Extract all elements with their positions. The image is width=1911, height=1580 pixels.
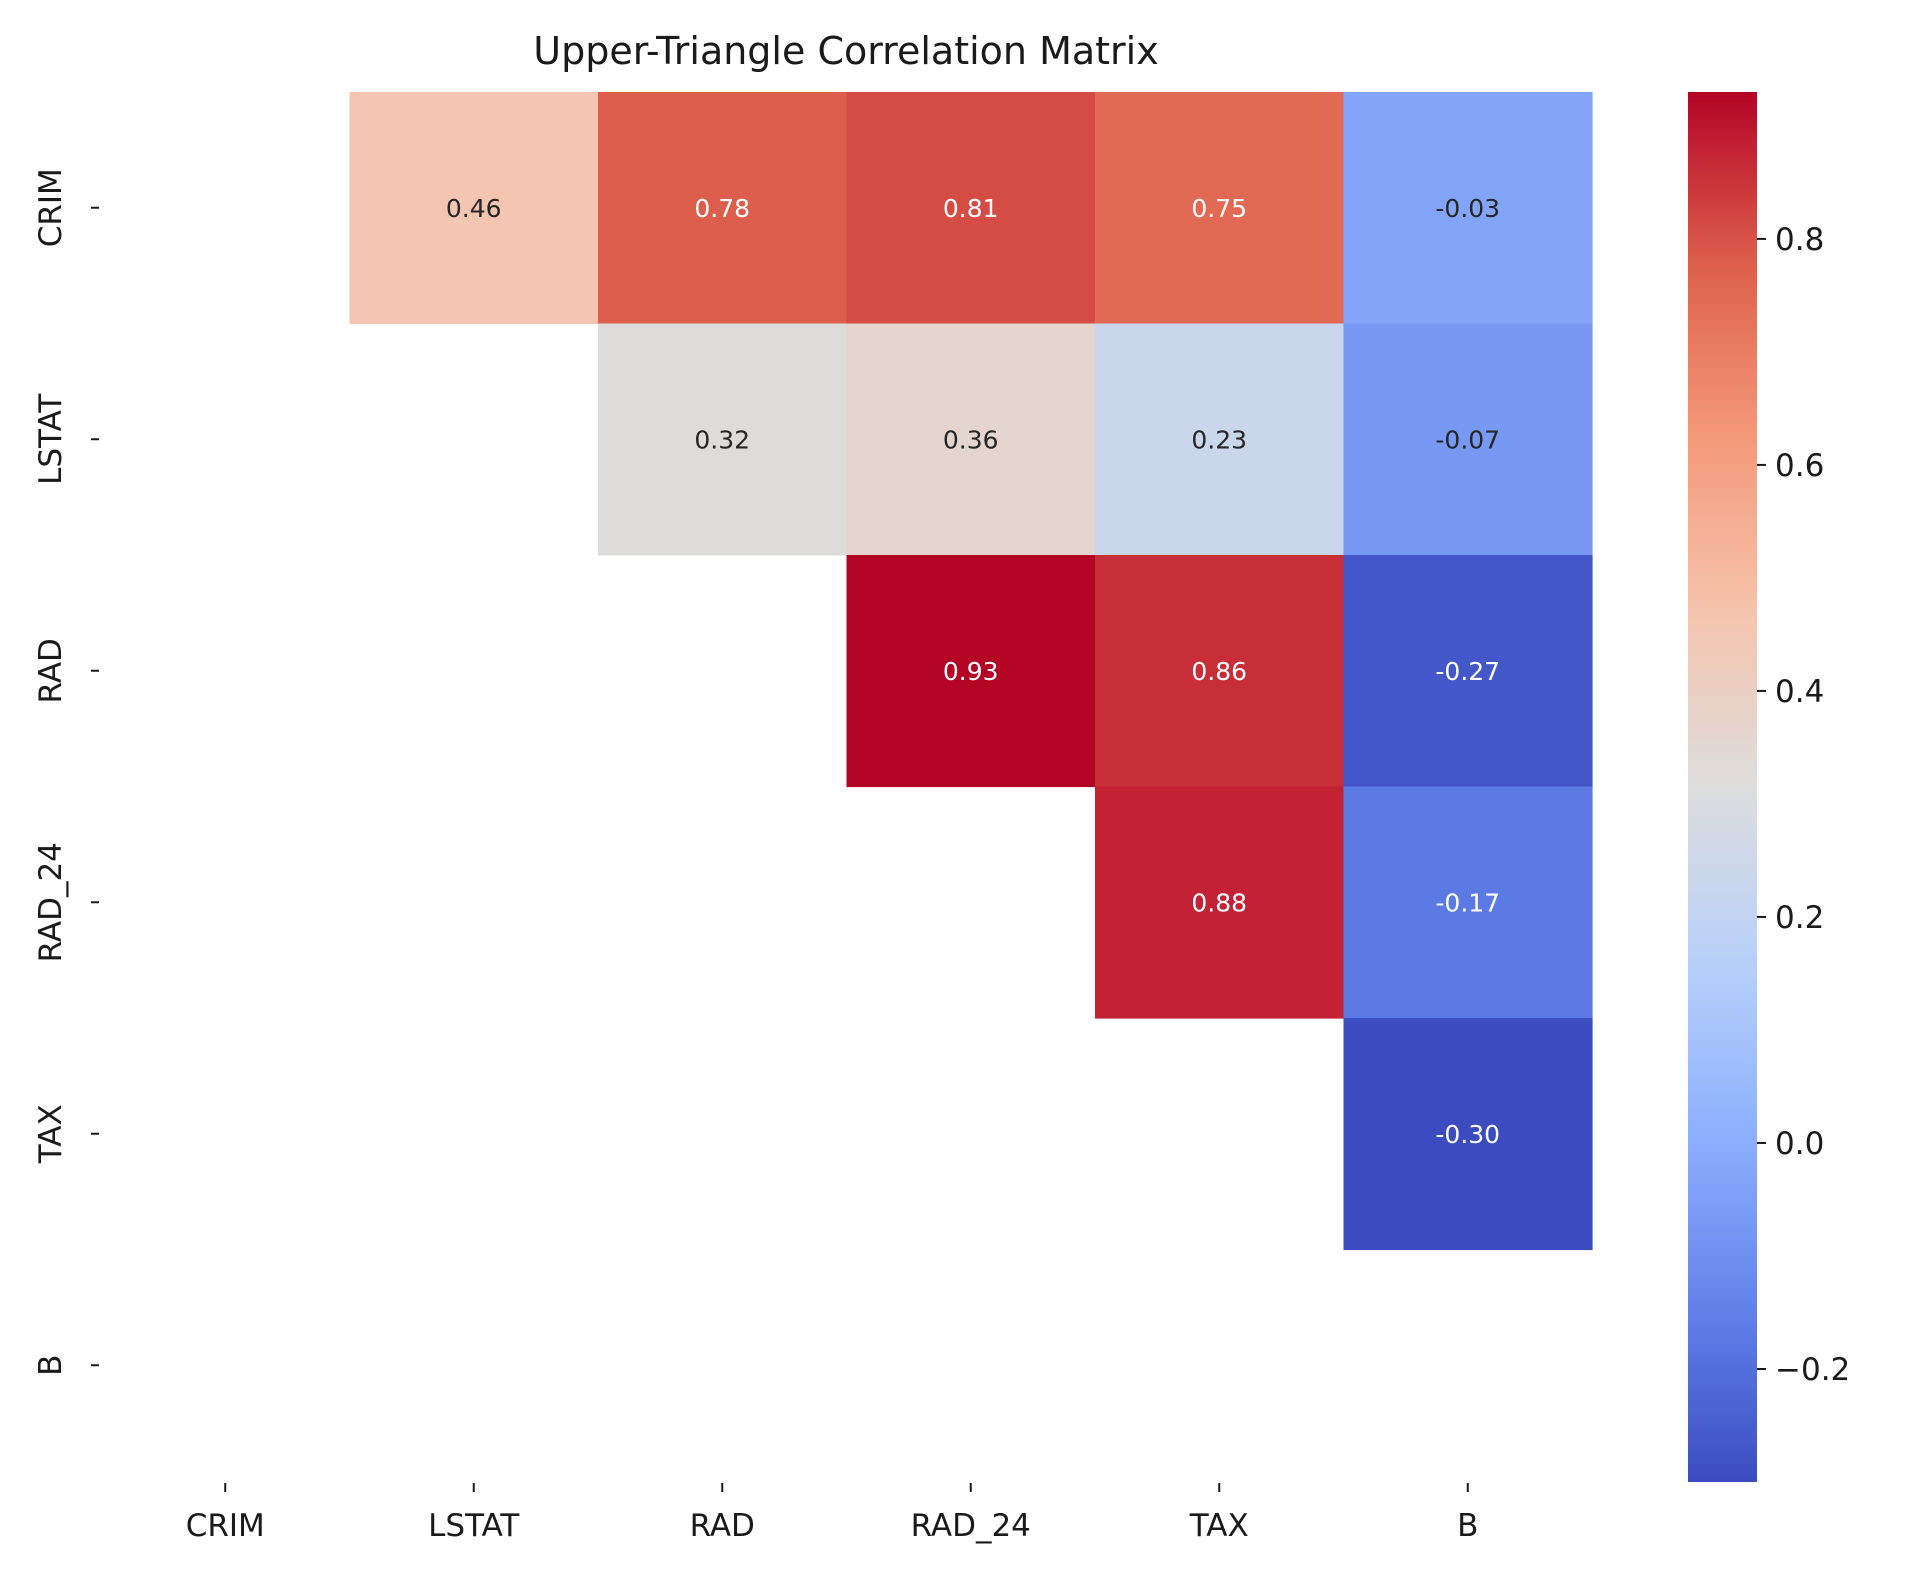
x-tick-label: CRIM — [186, 1508, 265, 1544]
colorbar-tick-label: 0.6 — [1775, 448, 1824, 484]
colorbar: −0.2 0.0 0.2 0.4 0.6 0.8 — [1688, 92, 1850, 1482]
x-tick-label: LSTAT — [428, 1508, 520, 1544]
heatmap-cell — [1343, 1018, 1593, 1251]
heatmap-cell — [349, 92, 599, 325]
heatmap-cells: 0.46 0.78 0.81 0.75 -0.03 0.32 0.36 0.23 -0.07 0.… — [349, 92, 1593, 1251]
cell-value-label: 0.81 — [943, 194, 999, 223]
cell-value-label: 0.78 — [694, 194, 750, 223]
cell-value-label: -0.30 — [1435, 1120, 1500, 1149]
y-tick-label: B — [33, 1355, 69, 1376]
cell-value-label: -0.27 — [1435, 657, 1500, 686]
x-tick-label: RAD — [690, 1508, 755, 1544]
cell-value-label: 0.32 — [694, 425, 750, 454]
cell-value-label: 0.88 — [1191, 888, 1247, 917]
x-axis: CRIM LSTAT RAD RAD_24 TAX B — [186, 1483, 1478, 1544]
heatmap-cell — [1343, 786, 1593, 1019]
heatmap-cell — [1095, 92, 1345, 325]
y-axis: CRIM LSTAT RAD RAD_24 TAX B — [33, 168, 99, 1376]
colorbar-gradient — [1688, 92, 1757, 1482]
heatmap-cell — [1095, 323, 1345, 556]
heatmap-cell — [846, 92, 1096, 325]
colorbar-tick-label: 0.0 — [1775, 1126, 1824, 1162]
colorbar-tick-label: −0.2 — [1775, 1352, 1850, 1388]
y-tick-label: CRIM — [33, 168, 69, 247]
cell-value-label: 0.93 — [943, 657, 999, 686]
heatmap-cell — [598, 92, 848, 325]
cell-value-label: 0.75 — [1191, 194, 1247, 223]
heatmap-cell — [1343, 92, 1593, 325]
x-tick-label: TAX — [1189, 1508, 1249, 1544]
cell-value-label: -0.17 — [1435, 888, 1500, 917]
colorbar-tick-label: 0.2 — [1775, 900, 1824, 936]
y-tick-label: LSTAT — [33, 393, 69, 485]
cell-value-label: 0.86 — [1191, 657, 1247, 686]
cell-value-label: 0.23 — [1191, 425, 1247, 454]
y-tick-label: TAX — [33, 1104, 69, 1164]
heatmap-cell — [1095, 555, 1345, 788]
y-tick-label: RAD — [33, 638, 69, 703]
x-tick-label: B — [1457, 1508, 1478, 1544]
heatmap-cell — [846, 555, 1096, 788]
heatmap-cell — [1343, 323, 1593, 556]
cell-value-label: 0.46 — [446, 194, 502, 223]
colorbar-tick-label: 0.8 — [1775, 222, 1824, 258]
x-tick-label: RAD_24 — [911, 1508, 1031, 1544]
colorbar-tick-label: 0.4 — [1775, 674, 1824, 710]
chart-title: Upper-Triangle Correlation Matrix — [533, 29, 1158, 73]
cell-value-label: -0.03 — [1435, 194, 1500, 223]
cell-value-label: -0.07 — [1435, 425, 1500, 454]
heatmap-cell — [1343, 555, 1593, 788]
heatmap-cell — [846, 323, 1096, 556]
y-tick-label: RAD_24 — [33, 842, 69, 962]
heatmap-cell — [598, 323, 848, 556]
cell-value-label: 0.36 — [943, 425, 999, 454]
heatmap-cell — [1095, 786, 1345, 1019]
